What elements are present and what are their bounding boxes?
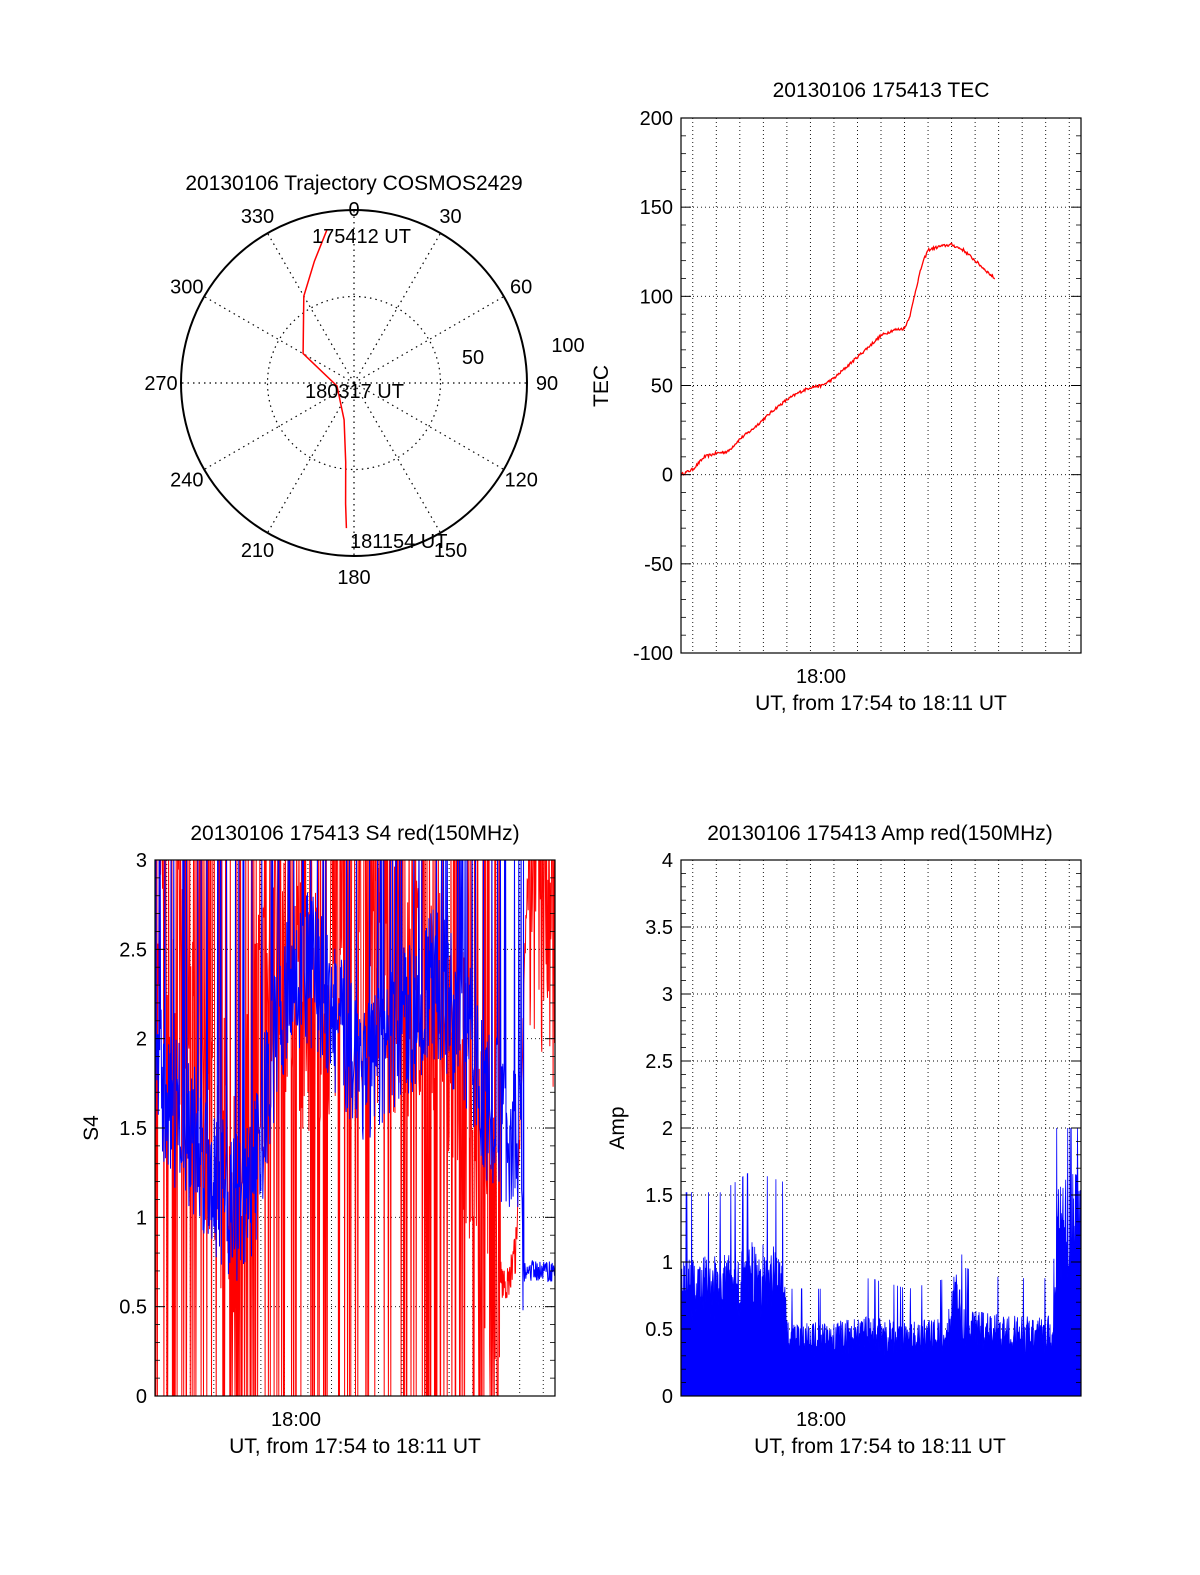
tec-grid	[681, 118, 1081, 653]
polar-spoke-150	[353, 382, 442, 534]
amp-y-tick-label: 1.5	[645, 1185, 673, 1207]
polar-outer-ring	[180, 209, 528, 557]
s4-x-tick-label: 18:00	[271, 1409, 321, 1431]
tec-series	[680, 242, 996, 477]
tec-y-tick-label: 150	[640, 197, 673, 219]
polar-radius-label-50: 50	[462, 347, 484, 369]
tec-line	[680, 242, 996, 477]
polar-ring-50	[266, 295, 442, 471]
amp-y-tick-label: 3	[662, 984, 673, 1006]
s4-x-axis-label: UT, from 17:54 to 18:11 UT	[229, 1435, 481, 1458]
tec-title: 20130106 175413 TEC	[773, 79, 990, 102]
polar-azimuth-label-120: 120	[504, 470, 537, 492]
polar-spoke-30	[353, 232, 442, 384]
tec-y-tick-label: 0	[662, 465, 673, 487]
s4-y-tick-label: 3	[136, 850, 147, 872]
amp-title: 20130106 175413 Amp red(150MHz)	[707, 822, 1053, 845]
amp-y-tick-label: 0	[662, 1386, 673, 1408]
amp-y-tick-label: 4	[662, 850, 673, 872]
amp-y-tick-label: 2.5	[645, 1051, 673, 1073]
s4-y-ticks: 0 0.5 1 1.5 2 2.5 3	[119, 850, 555, 1408]
polar-radius-label-100: 100	[551, 335, 584, 357]
amp-series	[680, 1127, 1082, 1397]
polar-azimuth-label-210: 210	[241, 540, 274, 562]
polar-spoke-120	[353, 382, 505, 471]
polar-track	[302, 229, 348, 529]
polar-annotation-end: 181154 UT	[350, 531, 447, 553]
tec-x-axis-label: UT, from 17:54 to 18:11 UT	[755, 692, 1007, 715]
s4-series	[155, 860, 555, 1396]
polar-azimuth-label-30: 30	[439, 206, 461, 228]
tec-y-tick-label: 100	[640, 286, 673, 308]
polar-azimuth-label-0: 0	[348, 199, 359, 221]
amp-y-tick-label: 0.5	[645, 1319, 673, 1341]
amp-y-tick-label: 3.5	[645, 917, 673, 939]
tec-y-axis-label: TEC	[590, 365, 613, 407]
polar-azimuth-label-240: 240	[170, 470, 203, 492]
polar-azimuth-label-270: 270	[144, 373, 177, 395]
amp-y-tick-label: 1	[662, 1252, 673, 1274]
tec-panel: 20130106 175413 TEC -100-50050100150200 …	[590, 79, 1082, 715]
tec-y-tick-label: 200	[640, 108, 673, 130]
tec-y-tick-label: -100	[633, 643, 673, 665]
amp-area	[680, 1127, 1082, 1397]
amp-y-tick-label: 2	[662, 1118, 673, 1140]
tec-x-tick-label: 18:00	[796, 666, 846, 688]
s4-red-line	[155, 860, 555, 1396]
polar-grid	[181, 210, 527, 556]
polar-annotation-mid: 180317 UT	[305, 381, 404, 403]
polar-spoke-240	[203, 382, 355, 471]
polar-azimuth-label-60: 60	[510, 277, 532, 299]
polar-title: 20130106 Trajectory COSMOS2429	[185, 172, 522, 195]
amp-x-tick-label: 18:00	[796, 1409, 846, 1431]
polar-azimuth-labels: 0 30 60 90 120 150 180 210 240 270 300 330	[144, 199, 558, 589]
polar-annotation-start: 175412 UT	[312, 226, 411, 248]
amp-grid	[681, 860, 1081, 1396]
polar-azimuth-label-150: 150	[434, 540, 467, 562]
s4-title: 20130106 175413 S4 red(150MHz)	[190, 822, 519, 845]
polar-azimuth-label-180: 180	[337, 567, 370, 589]
amp-y-axis-label: Amp	[606, 1106, 629, 1149]
tec-y-tick-label: 50	[651, 376, 673, 398]
polar-azimuth-label-300: 300	[170, 277, 203, 299]
s4-y-axis-label: S4	[80, 1115, 103, 1141]
s4-series-clip	[155, 860, 555, 1396]
polar-spoke-60	[353, 295, 505, 384]
polar-spoke-210	[266, 382, 355, 534]
s4-blue-line	[155, 860, 555, 1311]
polar-trajectory-panel: 20130106 Trajectory COSMOS2429 0 30 60 90 12…	[144, 172, 584, 589]
s4-y-tick-label: 1.5	[119, 1118, 147, 1140]
tec-y-tick-label: -50	[644, 554, 673, 576]
polar-spoke-300	[203, 295, 355, 384]
polar-azimuth-label-90: 90	[536, 373, 558, 395]
polar-azimuth-label-330: 330	[241, 206, 274, 228]
amp-y-ticks: 0 0.5 1 1.5 2 2.5 3 3.5 4	[645, 850, 1081, 1408]
amp-panel: 20130106 175413 Amp red(150MHz) 0 0.5 1 1.5…	[606, 822, 1082, 1458]
tec-y-ticks: -100 -50 0 50 100 150 200	[633, 108, 1081, 665]
polar-spoke-330	[266, 232, 355, 384]
polar-trajectory-line	[302, 229, 348, 529]
s4-panel: 20130106 175413 S4 red(150MHz) 0 0.5 1 1.5 2…	[80, 822, 556, 1458]
s4-y-tick-label: 0.5	[119, 1297, 147, 1319]
amp-x-axis-label: UT, from 17:54 to 18:11 UT	[754, 1435, 1006, 1458]
s4-y-tick-label: 2	[136, 1029, 147, 1051]
s4-y-tick-label: 1	[136, 1207, 147, 1229]
s4-y-tick-label: 0	[136, 1386, 147, 1408]
s4-y-tick-label: 2.5	[119, 939, 147, 961]
